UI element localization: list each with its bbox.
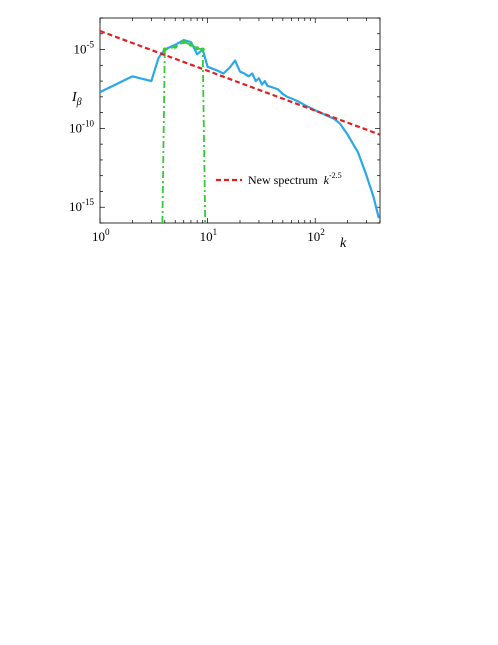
series-forcing-point	[162, 47, 167, 52]
y-tick-exp: -15	[82, 197, 94, 207]
legend-name-math: k	[324, 173, 330, 187]
y-tick-exp: -10	[82, 118, 94, 128]
x-axis-label: k	[340, 236, 347, 251]
legend-label-new-spectrum: New spectrum k-2.5	[248, 171, 342, 187]
y-axis-label: Iβ	[71, 90, 82, 108]
series-forcing-point	[195, 46, 200, 51]
y-tick-base: 10	[69, 120, 82, 135]
x-tick-base: 10	[307, 229, 320, 244]
series-new-spectrum-line	[100, 29, 380, 136]
axis-ticks	[99, 17, 381, 224]
marker-layer	[162, 40, 205, 52]
x-tick-exp: 2	[320, 227, 325, 237]
legend-name: New spectrum	[248, 173, 318, 187]
y-tick-base: 10	[69, 199, 82, 214]
x-tick-exp: 1	[213, 227, 218, 237]
x-tick-base: 10	[92, 229, 105, 244]
plot-frame	[99, 17, 381, 224]
series-forcing-point	[181, 40, 186, 45]
y-tick-label: 10-5	[74, 40, 95, 57]
x-tick-label: 101	[200, 227, 218, 244]
y-tick-label: 10-10	[69, 118, 94, 135]
series-forcing-point	[188, 42, 193, 47]
y-tick-exp: -5	[87, 40, 95, 50]
x-tick-label: 100	[92, 227, 110, 244]
y-tick-base: 10	[74, 42, 87, 57]
y-axis-label-sub: β	[76, 97, 82, 108]
x-tick-base: 10	[200, 229, 213, 244]
y-tick-label: 10-15	[69, 197, 94, 214]
series-forcing-line	[161, 41, 207, 223]
series-forcing-point	[173, 44, 178, 49]
legend-name-exp: -2.5	[329, 171, 342, 180]
series-forcing-point	[200, 47, 205, 52]
y-axis-label-main: I	[71, 90, 78, 105]
legend: New spectrum k-2.5	[216, 171, 342, 187]
x-tick-exp: 0	[105, 227, 110, 237]
series-layer	[100, 29, 380, 223]
series-spectrum-line	[100, 38, 380, 219]
x-tick-label: 102	[307, 227, 325, 244]
